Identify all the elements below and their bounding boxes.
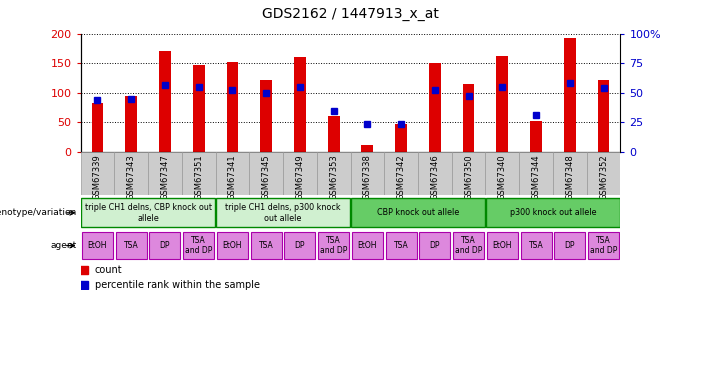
Bar bbox=[485, 152, 519, 195]
Bar bbox=[193, 65, 205, 152]
Text: DP: DP bbox=[430, 241, 440, 250]
Text: TSA: TSA bbox=[259, 241, 273, 250]
Bar bbox=[554, 232, 585, 260]
Text: triple CH1 delns, CBP knock out
allele: triple CH1 delns, CBP knock out allele bbox=[85, 203, 212, 222]
Text: GSM67342: GSM67342 bbox=[397, 154, 406, 200]
Bar bbox=[530, 121, 542, 152]
Bar bbox=[217, 232, 248, 260]
Bar bbox=[521, 232, 552, 260]
Text: GSM67344: GSM67344 bbox=[531, 154, 540, 200]
Bar bbox=[362, 145, 373, 152]
Text: GSM67345: GSM67345 bbox=[261, 154, 271, 200]
Bar bbox=[564, 39, 576, 152]
Bar bbox=[226, 62, 238, 152]
Text: p300 knock out allele: p300 knock out allele bbox=[510, 209, 596, 218]
Text: TSA: TSA bbox=[529, 241, 543, 250]
Bar bbox=[317, 152, 350, 195]
Bar bbox=[553, 152, 587, 195]
Text: GSM67338: GSM67338 bbox=[363, 154, 372, 200]
Bar bbox=[149, 232, 180, 260]
Text: CBP knock out allele: CBP knock out allele bbox=[377, 209, 459, 218]
Bar bbox=[453, 232, 484, 260]
Text: percentile rank within the sample: percentile rank within the sample bbox=[95, 280, 259, 290]
Text: GSM67348: GSM67348 bbox=[565, 154, 574, 200]
Bar bbox=[283, 152, 317, 195]
Bar bbox=[587, 152, 620, 195]
Bar bbox=[285, 232, 315, 260]
Text: TSA: TSA bbox=[124, 241, 139, 250]
Bar bbox=[395, 124, 407, 152]
Bar bbox=[318, 232, 349, 260]
Text: DP: DP bbox=[294, 241, 305, 250]
Bar bbox=[451, 152, 485, 195]
Bar bbox=[598, 80, 609, 152]
Text: TSA
and DP: TSA and DP bbox=[320, 236, 347, 255]
Text: GSM67350: GSM67350 bbox=[464, 154, 473, 200]
Bar bbox=[351, 198, 485, 228]
Text: agent: agent bbox=[51, 241, 77, 250]
Bar bbox=[486, 198, 620, 228]
Bar bbox=[182, 152, 216, 195]
Bar bbox=[81, 152, 114, 195]
Text: GSM67349: GSM67349 bbox=[295, 154, 304, 200]
Bar bbox=[588, 232, 619, 260]
Text: GSM67352: GSM67352 bbox=[599, 154, 608, 200]
Text: GSM67340: GSM67340 bbox=[498, 154, 507, 200]
Bar bbox=[352, 232, 383, 260]
Text: count: count bbox=[95, 266, 122, 276]
Text: DP: DP bbox=[564, 241, 575, 250]
Bar bbox=[486, 232, 518, 260]
Text: GDS2162 / 1447913_x_at: GDS2162 / 1447913_x_at bbox=[262, 7, 439, 21]
Bar bbox=[386, 232, 416, 260]
Bar bbox=[429, 63, 441, 152]
Bar bbox=[384, 152, 418, 195]
Bar bbox=[81, 198, 215, 228]
Bar bbox=[148, 152, 182, 195]
Text: EtOH: EtOH bbox=[223, 241, 242, 250]
Bar bbox=[260, 80, 272, 152]
Text: TSA
and DP: TSA and DP bbox=[185, 236, 212, 255]
Text: GSM67343: GSM67343 bbox=[127, 154, 136, 200]
Text: TSA
and DP: TSA and DP bbox=[455, 236, 482, 255]
Bar bbox=[159, 51, 171, 152]
Text: TSA
and DP: TSA and DP bbox=[590, 236, 617, 255]
Text: EtOH: EtOH bbox=[493, 241, 512, 250]
Bar bbox=[294, 57, 306, 152]
Text: DP: DP bbox=[160, 241, 170, 250]
Bar bbox=[250, 152, 283, 195]
Bar bbox=[328, 116, 339, 152]
Text: GSM67353: GSM67353 bbox=[329, 154, 338, 200]
Text: GSM67339: GSM67339 bbox=[93, 154, 102, 200]
Text: GSM67341: GSM67341 bbox=[228, 154, 237, 200]
Text: TSA: TSA bbox=[394, 241, 409, 250]
Text: GSM67347: GSM67347 bbox=[161, 154, 170, 200]
Bar bbox=[419, 232, 450, 260]
Bar bbox=[216, 152, 250, 195]
Bar bbox=[251, 232, 282, 260]
Text: triple CH1 delns, p300 knock
out allele: triple CH1 delns, p300 knock out allele bbox=[225, 203, 341, 222]
Bar bbox=[183, 232, 215, 260]
Bar bbox=[216, 198, 350, 228]
Text: genotype/variation: genotype/variation bbox=[0, 209, 77, 218]
Bar bbox=[82, 232, 113, 260]
Bar bbox=[519, 152, 553, 195]
Text: GSM67351: GSM67351 bbox=[194, 154, 203, 200]
Bar bbox=[125, 96, 137, 152]
Text: EtOH: EtOH bbox=[358, 241, 377, 250]
Bar bbox=[496, 56, 508, 152]
Text: EtOH: EtOH bbox=[88, 241, 107, 250]
Bar bbox=[350, 152, 384, 195]
Bar bbox=[463, 84, 475, 152]
Text: GSM67346: GSM67346 bbox=[430, 154, 440, 200]
Bar bbox=[116, 232, 147, 260]
Bar bbox=[418, 152, 451, 195]
Bar bbox=[114, 152, 148, 195]
Bar bbox=[92, 104, 103, 152]
